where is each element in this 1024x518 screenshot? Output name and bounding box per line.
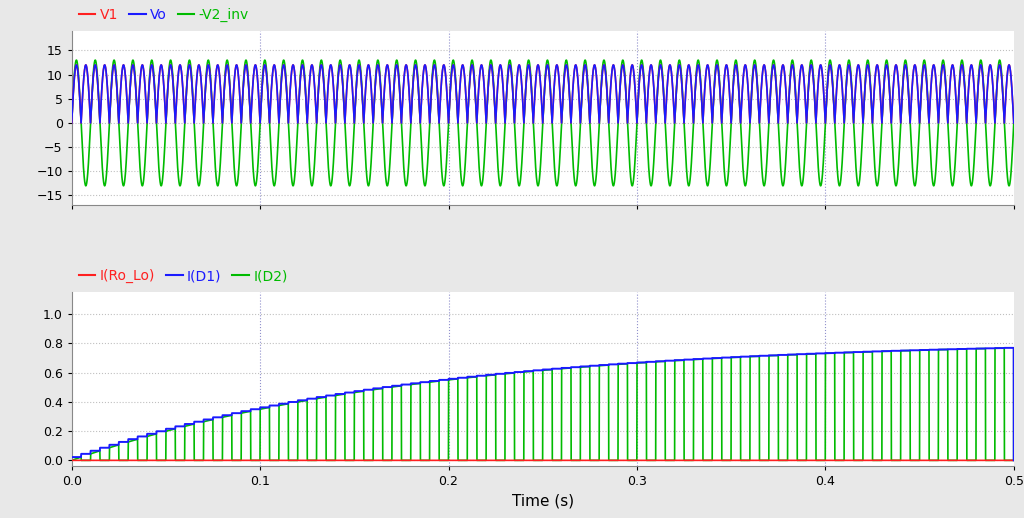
X-axis label: Time (s): Time (s) (512, 494, 573, 509)
Legend: V1, Vo, -V2_inv: V1, Vo, -V2_inv (79, 8, 249, 22)
Legend: I(Ro_Lo), I(D1), I(D2): I(Ro_Lo), I(D1), I(D2) (79, 269, 288, 283)
